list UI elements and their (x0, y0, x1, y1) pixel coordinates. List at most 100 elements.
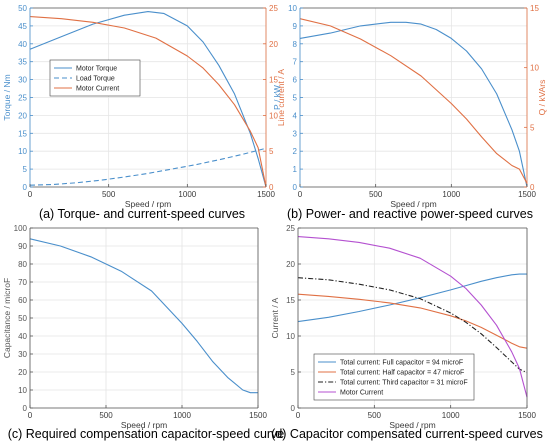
y-tick-label: 0 (23, 404, 28, 413)
chart-d: 0 500 1000 1500 0 5 10 15 20 25 Speed / rpm Current… (270, 224, 536, 430)
y-tick-label: 5 (23, 165, 28, 174)
y-axis-label: P / kW (272, 85, 282, 110)
caption-c: (c) Required compensation capacitor-spee… (8, 427, 285, 441)
y-tick-label: 15 (286, 296, 295, 305)
caption-b: (b) Power- and reactive power-speed curv… (287, 207, 533, 221)
y-tick-label: 90 (18, 242, 27, 251)
y-tick-label: 15 (18, 129, 27, 138)
x-tick-label: 1500 (249, 411, 267, 420)
legend-label: Load Torque (76, 76, 115, 83)
y-tick-label: 70 (18, 278, 27, 287)
x-axis-label: Speed / rpm (121, 420, 167, 430)
y-tick-label: 0 (293, 183, 298, 192)
caption-a: (a) Torque- and current-speed curves (39, 207, 245, 221)
x-axis-label: Speed / rpm (125, 199, 171, 209)
y2-tick-label: 5 (269, 147, 274, 156)
y-axis-label: Capacitance / microF (2, 278, 12, 358)
legend-box (313, 353, 475, 401)
y2-tick-label: 10 (269, 111, 278, 120)
y-tick-label: 30 (18, 76, 27, 85)
x-axis-label: Speed / rpm (389, 420, 435, 430)
x-axis-label: Speed / rpm (390, 199, 436, 209)
y2-tick-label: 0 (269, 183, 274, 192)
legend-label: Total current: Third capacitor = 31 micr… (340, 380, 468, 387)
y2-tick-label: 5 (530, 123, 535, 132)
y2-tick-label: 0 (530, 183, 535, 192)
y-tick-label: 50 (18, 4, 27, 13)
x-tick-label: 1000 (442, 190, 460, 199)
y-tick-label: 45 (18, 22, 27, 31)
y2-tick-label: 20 (269, 40, 278, 49)
y-tick-label: 2 (293, 147, 298, 156)
y-tick-label: 1 (293, 165, 298, 174)
y-tick-label: 8 (293, 40, 298, 49)
x-tick-label: 1500 (518, 411, 536, 420)
y-tick-label: 35 (18, 58, 27, 67)
y-tick-label: 6 (293, 76, 298, 85)
x-tick-label: 1000 (173, 411, 191, 420)
series-line-a-1 (29, 11, 267, 188)
series-line-d-1 (297, 273, 527, 323)
caption-d: (d) Capacitor compensated current-speed … (271, 427, 543, 441)
x-tick-label: 500 (102, 190, 116, 199)
y-tick-label: 10 (18, 147, 27, 156)
series-line-a-3 (29, 16, 267, 188)
y-tick-label: 100 (14, 224, 28, 233)
y2-tick-label: 10 (530, 64, 539, 73)
series-line-c-1 (29, 238, 258, 394)
y-tick-label: 4 (293, 111, 298, 120)
x-tick-label: 1000 (442, 411, 460, 420)
legend-label: Total current: Full capacitor = 94 micro… (340, 360, 463, 367)
series-line-d-2 (297, 293, 528, 349)
y2-axis-label: Q / kVArs (537, 80, 547, 116)
legend-label: Total current: Half capacitor = 47 micro… (340, 370, 464, 377)
series-line-d-4 (297, 236, 528, 398)
series-line-a-2 (29, 147, 267, 186)
y-tick-label: 5 (293, 94, 298, 103)
y2-tick-label: 25 (269, 4, 278, 13)
y-axis-label: Torque / Nm (2, 74, 12, 120)
y-tick-label: 25 (286, 224, 295, 233)
y-tick-label: 10 (288, 4, 297, 13)
legend-d: Total current: Full capacitor = 94 micro… (313, 353, 475, 401)
y2-axis-label: Line current / A (276, 69, 286, 127)
y-tick-label: 9 (293, 22, 298, 31)
x-tick-label: 0 (296, 411, 301, 420)
series-line-b-2 (299, 18, 528, 184)
x-tick-label: 1000 (178, 190, 196, 199)
x-tick-label: 1500 (518, 190, 536, 199)
y-tick-label: 0 (23, 183, 28, 192)
legend-label: Motor Torque (76, 66, 117, 73)
x-tick-label: 0 (28, 411, 33, 420)
y-tick-label: 20 (286, 260, 295, 269)
y-tick-label: 3 (293, 129, 298, 138)
y-tick-label: 7 (293, 58, 298, 67)
x-tick-label: 500 (369, 190, 383, 199)
y-tick-label: 40 (18, 332, 27, 341)
y-tick-label: 80 (18, 260, 27, 269)
legend-a: Motor Torque Load Torque Motor Current (49, 59, 141, 97)
y-tick-label: 0 (291, 404, 296, 413)
y-tick-label: 5 (291, 368, 296, 377)
y-axis-label: Current / A (270, 297, 280, 338)
y-tick-label: 20 (18, 368, 27, 377)
x-tick-label: 1500 (257, 190, 275, 199)
y-tick-label: 10 (18, 386, 27, 395)
figure-panels: 0 500 1000 15000510152025303540455005101520… (2, 4, 547, 430)
legend-label: Motor Current (76, 86, 119, 93)
x-tick-label: 500 (99, 411, 113, 420)
y-tick-label: 30 (18, 350, 27, 359)
y-tick-label: 25 (18, 94, 27, 103)
y-tick-label: 20 (18, 111, 27, 120)
series-line-d-3 (297, 277, 528, 374)
y2-tick-label: 15 (269, 76, 278, 85)
y2-tick-label: 15 (530, 4, 539, 13)
y-tick-label: 60 (18, 296, 27, 305)
y-tick-label: 40 (18, 40, 27, 49)
series-line-b-1 (299, 21, 528, 188)
y-tick-label: 10 (286, 332, 295, 341)
x-tick-label: 0 (298, 190, 303, 199)
chart-c: 0 500 1000 1500 0 10 20 30 40 50 60 70 80 90 100 Speed … (2, 224, 267, 430)
legend-label: Motor Current (340, 390, 383, 397)
